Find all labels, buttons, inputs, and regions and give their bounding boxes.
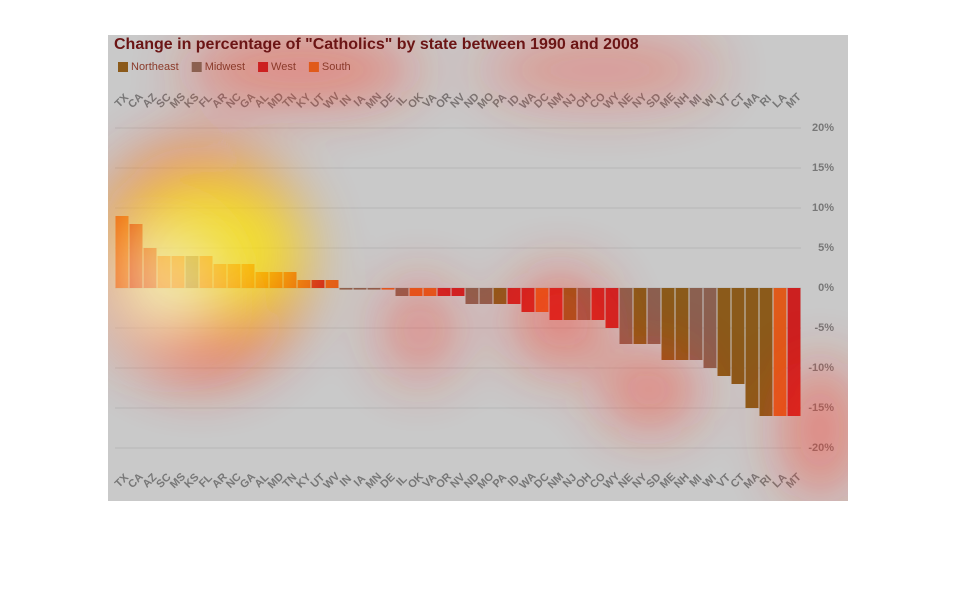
legend-swatch bbox=[258, 62, 269, 72]
heat-overlay bbox=[108, 35, 848, 500]
legend-swatch bbox=[118, 62, 128, 72]
y-tick-label: 5% bbox=[818, 242, 834, 254]
bar bbox=[745, 288, 759, 408]
bar bbox=[689, 288, 703, 360]
bar bbox=[717, 288, 731, 376]
legend-label: Northeast bbox=[131, 61, 179, 73]
bar bbox=[451, 288, 465, 296]
y-tick-label: 15% bbox=[812, 162, 834, 174]
bar bbox=[661, 288, 675, 360]
bar bbox=[325, 280, 339, 288]
bar bbox=[731, 288, 745, 384]
y-tick-label: 0% bbox=[818, 282, 834, 294]
legend-label: South bbox=[322, 61, 351, 73]
bar bbox=[647, 288, 661, 344]
bar bbox=[311, 280, 325, 288]
bar bbox=[367, 288, 381, 290]
bar bbox=[773, 288, 787, 416]
bar bbox=[479, 288, 493, 304]
bar bbox=[633, 288, 647, 344]
bar bbox=[675, 288, 689, 360]
bar bbox=[465, 288, 479, 304]
y-tick-label: 10% bbox=[812, 202, 834, 214]
legend-swatch bbox=[191, 62, 202, 72]
bar bbox=[703, 288, 717, 368]
chart-title: Change in percentage of "Catholics" by s… bbox=[114, 36, 639, 53]
bar bbox=[619, 288, 633, 344]
bar bbox=[353, 288, 367, 290]
y-tick-label: -5% bbox=[814, 322, 834, 334]
legend-label: Midwest bbox=[205, 61, 245, 73]
bar bbox=[339, 288, 353, 290]
y-tick-label: 20% bbox=[812, 122, 834, 134]
legend-label: West bbox=[271, 61, 296, 73]
legend-swatch bbox=[308, 62, 319, 72]
bar bbox=[759, 288, 773, 416]
bar bbox=[381, 288, 395, 290]
bar bbox=[493, 288, 507, 304]
